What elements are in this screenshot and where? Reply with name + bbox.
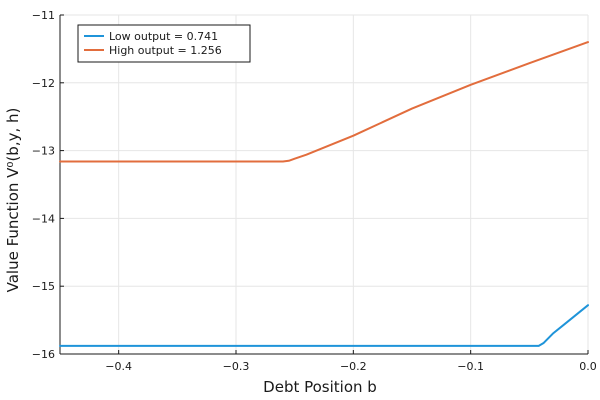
y-tick-label: −13 <box>32 145 55 158</box>
legend-label: Low output = 0.741 <box>109 30 218 43</box>
y-tick-label: −14 <box>32 212 55 225</box>
legend-box <box>77 24 251 63</box>
axes-frame <box>59 15 588 355</box>
grid <box>60 14 589 355</box>
x-tick-label: 0.0 <box>579 360 597 373</box>
y-tick-label: −16 <box>32 348 55 361</box>
x-tick-label: −0.3 <box>223 360 250 373</box>
y-tick-label: −12 <box>32 77 55 90</box>
x-tick-label: −0.4 <box>105 360 132 373</box>
y-axis-label: Value Function V⁰(b,y, h) <box>4 108 22 293</box>
y-tick-label: −11 <box>32 9 55 22</box>
y-tick-label: −15 <box>32 280 55 293</box>
x-axis-label: Debt Position b <box>263 378 377 396</box>
series-line-1 <box>59 304 589 347</box>
series-line-2 <box>59 41 589 163</box>
legend-label: High output = 1.256 <box>109 44 222 57</box>
ticks: −0.4 −0.3 −0.2 −0.1 0.0 −16 −15 −14 −13 −12 −11 <box>32 9 597 373</box>
series <box>59 41 589 347</box>
x-tick-label: −0.2 <box>340 360 367 373</box>
x-tick-label: −0.1 <box>457 360 484 373</box>
